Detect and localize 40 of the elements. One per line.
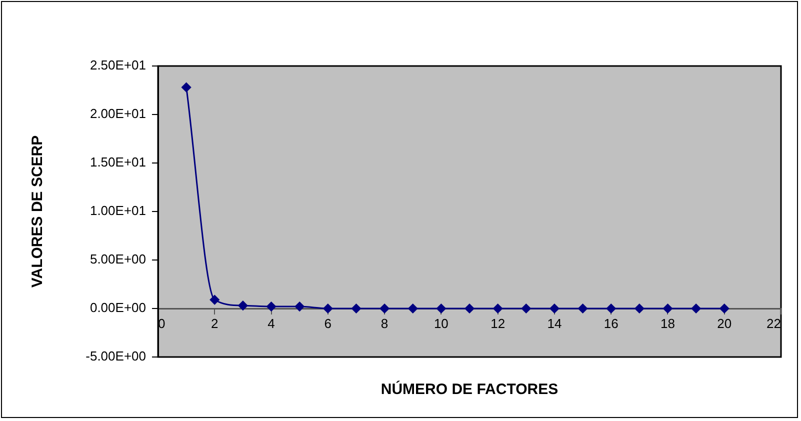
- y-tick-label: 1.50E+01: [90, 154, 146, 170]
- y-tick-label: 2.00E+01: [90, 106, 146, 122]
- x-tick-label: 14: [547, 316, 562, 331]
- point: [464, 304, 474, 314]
- point: [238, 300, 248, 310]
- x-tick-label: 12: [490, 316, 506, 331]
- point: [408, 304, 418, 314]
- point: [720, 304, 730, 314]
- point: [662, 304, 672, 314]
- x-tick-label: 2: [211, 316, 218, 331]
- x-tick-label: 18: [660, 316, 675, 331]
- y-tick-label: 2.50E+01: [90, 58, 146, 73]
- point: [323, 304, 333, 314]
- x-tick-label: 8: [380, 316, 388, 331]
- point: [691, 304, 701, 314]
- x-tick-label: 22: [766, 316, 781, 331]
- point: [634, 304, 644, 314]
- point: [210, 295, 220, 305]
- x-tick-label: 10: [434, 316, 448, 331]
- y-axis-title: VALORES DE SCERP: [29, 135, 46, 288]
- point: [266, 302, 276, 312]
- x-axis-title: NÚMERO DE FACTORES: [380, 380, 558, 398]
- point: [521, 304, 531, 314]
- x-tick-label: 20: [717, 316, 732, 331]
- y-tick-label: 0.00E+00: [90, 300, 146, 316]
- point: [182, 82, 192, 92]
- x-tick-label: 4: [268, 316, 275, 331]
- point: [606, 304, 616, 314]
- point: [380, 304, 390, 314]
- point: [294, 302, 304, 312]
- point: [493, 304, 503, 314]
- x-tick-label: 16: [604, 316, 618, 331]
- point: [578, 304, 588, 314]
- y-tick-label: -5.00E+00: [86, 348, 146, 364]
- y-tick-label: 5.00E+00: [90, 252, 146, 267]
- x-tick-label: 6: [324, 316, 332, 331]
- point: [351, 304, 361, 314]
- point: [436, 304, 446, 314]
- point: [550, 304, 560, 314]
- y-tick-label: 1.00E+01: [90, 203, 146, 218]
